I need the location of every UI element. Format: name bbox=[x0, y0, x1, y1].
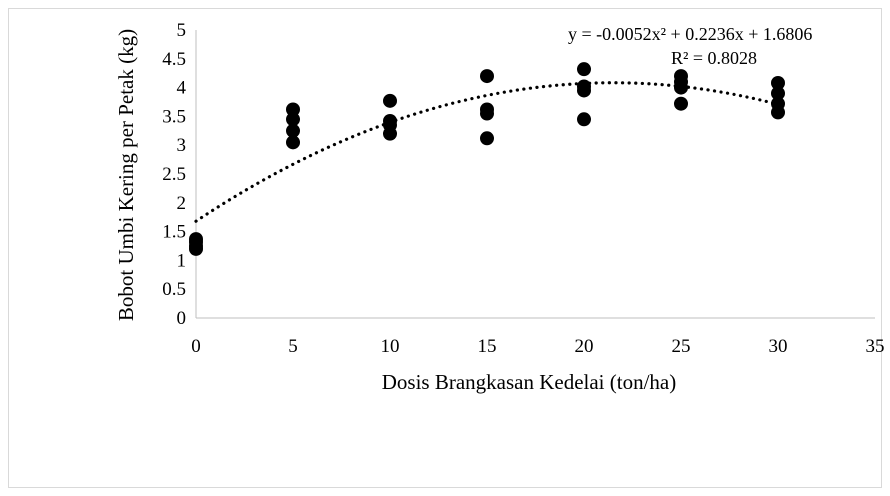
y-tick-label: 1.5 bbox=[162, 222, 186, 243]
x-axis-title: Dosis Brangkasan Kedelai (ton/ha) bbox=[382, 370, 677, 394]
y-tick-label: 1 bbox=[177, 250, 187, 271]
data-point bbox=[286, 123, 300, 138]
y-tick-label: 3.5 bbox=[162, 106, 186, 127]
y-tick-label: 0.5 bbox=[162, 279, 186, 300]
y-tick-label: 2 bbox=[177, 193, 187, 214]
data-point bbox=[577, 112, 591, 127]
data-point bbox=[771, 86, 785, 101]
data-point bbox=[383, 126, 397, 141]
data-point bbox=[189, 241, 203, 256]
data-point bbox=[577, 83, 591, 98]
data-point bbox=[480, 69, 494, 84]
data-point bbox=[480, 131, 494, 146]
x-tick-label: 15 bbox=[478, 336, 497, 357]
data-point bbox=[771, 75, 785, 90]
data-point bbox=[674, 96, 688, 111]
x-tick-label: 10 bbox=[381, 336, 400, 357]
x-tick-label: 5 bbox=[288, 336, 298, 357]
data-point bbox=[480, 106, 494, 121]
x-axis: 0 5 10 15 20 25 30 35 bbox=[191, 317, 885, 357]
y-tick-label: 4 bbox=[177, 78, 187, 99]
x-tick-label: 30 bbox=[769, 336, 788, 357]
y-tick-label: 4.5 bbox=[162, 49, 186, 70]
data-point bbox=[286, 135, 300, 150]
data-point bbox=[286, 112, 300, 127]
x-tick-label: 20 bbox=[575, 336, 594, 357]
y-axis-title: Bobot Umbi Kering per Petak (kg) bbox=[114, 29, 138, 321]
x-tick-label: 0 bbox=[191, 336, 201, 357]
r-squared-label: R² = 0.8028 bbox=[671, 48, 757, 68]
data-points bbox=[189, 62, 785, 256]
data-point bbox=[674, 80, 688, 95]
data-point bbox=[577, 62, 591, 77]
y-tick-label: 2.5 bbox=[162, 164, 186, 185]
data-point bbox=[771, 105, 785, 120]
data-point bbox=[383, 93, 397, 108]
y-axis: 0 0.5 1 1.5 2 2.5 3 3.5 4 4.5 5 bbox=[162, 20, 197, 329]
chart-frame bbox=[8, 8, 882, 488]
y-tick-label: 0 bbox=[177, 308, 187, 329]
y-tick-label: 5 bbox=[177, 20, 187, 41]
x-tick-label: 35 bbox=[866, 336, 885, 357]
x-tick-label: 25 bbox=[672, 336, 691, 357]
data-point bbox=[286, 102, 300, 117]
y-tick-label: 3 bbox=[177, 135, 187, 156]
trendline-equation: y = -0.0052x² + 0.2236x + 1.6806 bbox=[568, 24, 812, 44]
